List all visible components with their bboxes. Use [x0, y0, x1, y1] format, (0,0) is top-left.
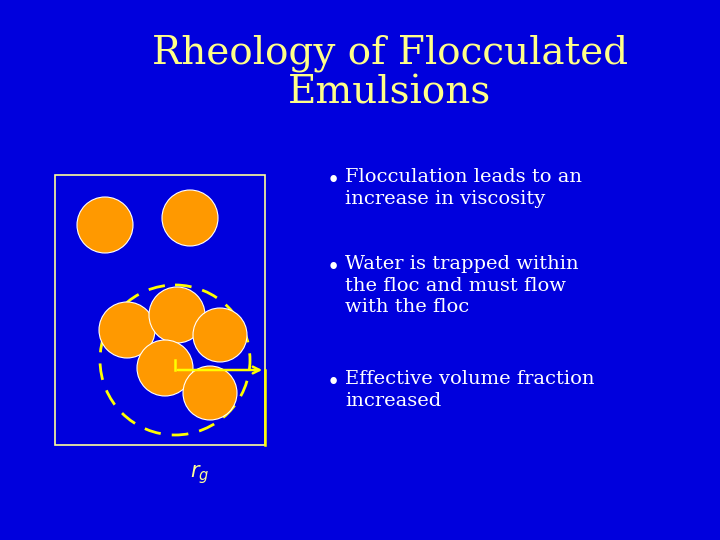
Text: the floc and must flow: the floc and must flow	[345, 276, 566, 295]
Circle shape	[137, 340, 193, 396]
Circle shape	[193, 308, 247, 362]
Circle shape	[149, 287, 205, 343]
Text: $r_g$: $r_g$	[190, 463, 210, 486]
Text: Emulsions: Emulsions	[289, 75, 492, 112]
Circle shape	[183, 366, 237, 420]
Text: Water is trapped within: Water is trapped within	[345, 255, 579, 273]
Text: •: •	[326, 257, 340, 279]
Circle shape	[99, 302, 155, 358]
Text: •: •	[326, 170, 340, 192]
Text: Rheology of Flocculated: Rheology of Flocculated	[152, 35, 628, 72]
Circle shape	[162, 190, 218, 246]
Bar	[55, 175, 265, 445]
Text: increase in viscosity: increase in viscosity	[345, 190, 545, 208]
Text: increased: increased	[345, 392, 441, 410]
Text: with the floc: with the floc	[345, 299, 469, 316]
Text: Effective volume fraction: Effective volume fraction	[345, 370, 595, 388]
Circle shape	[77, 197, 133, 253]
Text: •: •	[326, 372, 340, 394]
Text: Flocculation leads to an: Flocculation leads to an	[345, 168, 582, 186]
